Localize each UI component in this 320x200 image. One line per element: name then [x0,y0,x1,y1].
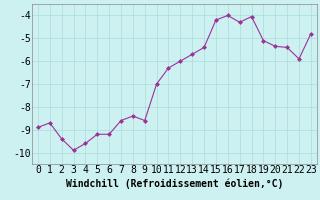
X-axis label: Windchill (Refroidissement éolien,°C): Windchill (Refroidissement éolien,°C) [66,178,283,189]
